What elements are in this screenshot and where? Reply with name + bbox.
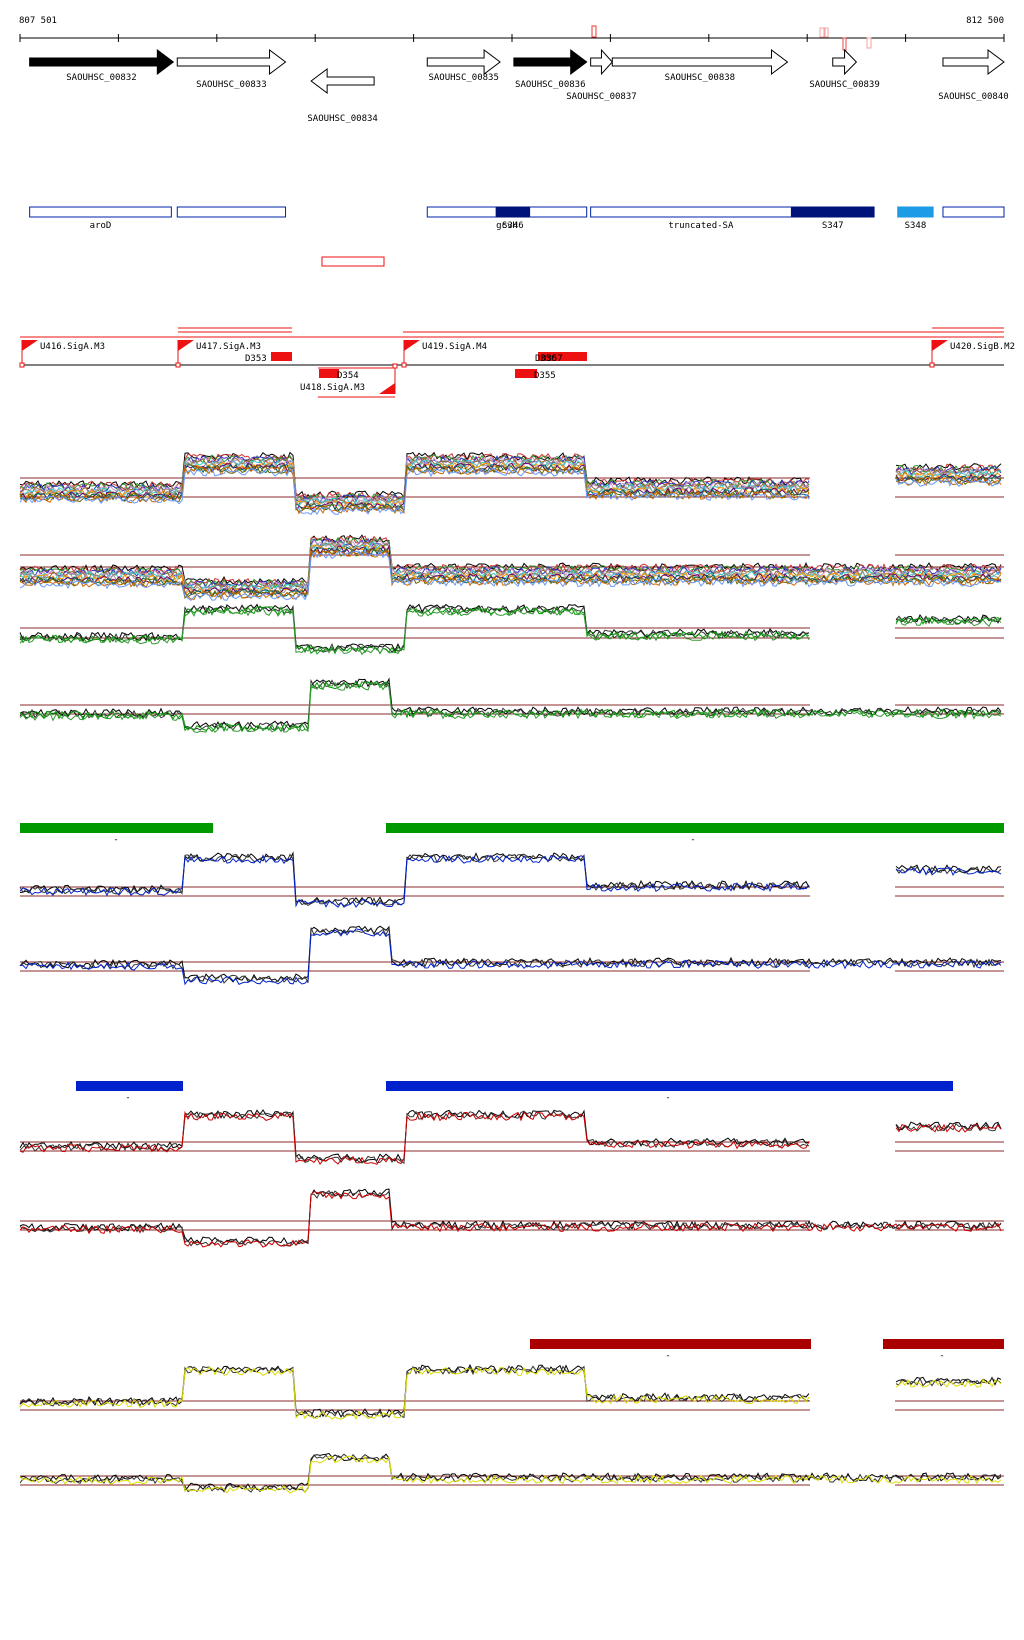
annotation-label: truncated-SA	[668, 221, 734, 231]
annotation-feature[interactable]	[942, 206, 1005, 218]
gene-label: SAOUHSC_00836	[515, 80, 585, 90]
expression-plot	[19, 1188, 1004, 1248]
condition-bar	[883, 1339, 1004, 1349]
condition-bar	[76, 1081, 183, 1091]
promoter-track: U416.SigA.M3 U417.SigA.M3 U418.SigA.M3 U419…	[19, 327, 1015, 398]
condition-label: -	[939, 1351, 944, 1361]
annotation-label: aroD	[90, 221, 112, 231]
promoter-marker[interactable]: U419.SigA.M4	[401, 340, 487, 368]
gene-feature[interactable]: SAOUHSC_00832	[29, 49, 175, 83]
coordinate-ruler: 807 501 812 500	[19, 16, 1005, 51]
condition-label: -	[665, 1351, 670, 1361]
promoter-marker[interactable]: U418.SigA.M3	[300, 363, 398, 394]
expression-plot	[19, 1452, 1004, 1494]
promoter-label: U416.SigA.M3	[40, 342, 105, 352]
promoter-marker[interactable]: U420.SigB.M2	[929, 340, 1015, 368]
annotation-feature[interactable]: aroD	[29, 206, 172, 231]
annotation-feature[interactable]: S346	[495, 206, 531, 231]
promoter-label: U418.SigA.M3	[300, 383, 365, 393]
condition-label: -	[125, 1093, 130, 1103]
antisense-feature	[321, 256, 385, 267]
condition-bar	[386, 823, 1004, 833]
condition-bar	[530, 1339, 811, 1349]
condition-bars: - - - - - -	[20, 823, 1004, 1361]
gene-label: SAOUHSC_00834	[307, 114, 377, 124]
gene-feature[interactable]: SAOUHSC_00839	[809, 48, 880, 90]
transcript-label: D357	[541, 354, 563, 364]
condition-label: -	[690, 835, 695, 845]
condition-bar	[20, 823, 213, 833]
gene-track: SAOUHSC_00832 SAOUHSC_00833 SAOUHSC_00834 S…	[29, 48, 1009, 124]
ruler-start-label: 807 501	[19, 16, 57, 26]
gene-label: SAOUHSC_00838	[665, 73, 735, 83]
gene-feature[interactable]: SAOUHSC_00833	[176, 49, 287, 90]
expression-plot	[19, 603, 1004, 656]
expression-plot	[19, 1363, 1004, 1420]
ruler-end-label: 812 500	[966, 16, 1004, 26]
annotation-label: S347	[822, 221, 844, 231]
gene-label: SAOUHSC_00833	[196, 80, 266, 90]
condition-label: -	[113, 835, 118, 845]
expression-plot	[19, 451, 1004, 516]
promoter-marker[interactable]: U416.SigA.M3	[19, 340, 105, 368]
promoter-label: U420.SigB.M2	[950, 342, 1015, 352]
expression-plot	[19, 1109, 1004, 1166]
gene-label: SAOUHSC_00837	[566, 92, 636, 102]
annotation-feature[interactable]: S347	[790, 206, 875, 231]
expression-plot	[19, 851, 1004, 908]
condition-bar	[386, 1081, 953, 1091]
gene-feature[interactable]: SAOUHSC_00836	[513, 49, 588, 90]
gene-feature[interactable]: SAOUHSC_00837	[566, 48, 637, 102]
annotation-label: S348	[905, 221, 927, 231]
transcript-label: D354	[337, 371, 359, 381]
gene-feature[interactable]: SAOUHSC_00835	[426, 49, 501, 83]
annotation-feature[interactable]	[176, 206, 287, 218]
expression-profiles	[19, 451, 1004, 1494]
gene-label: SAOUHSC_00835	[428, 73, 498, 83]
transcript-label: D353	[245, 354, 267, 364]
expression-plot	[19, 534, 1004, 601]
gene-label: SAOUHSC_00832	[66, 73, 136, 83]
promoter-marker[interactable]: U417.SigA.M3	[175, 340, 261, 368]
gene-label: SAOUHSC_00839	[809, 80, 879, 90]
transcript-label: D356	[535, 354, 557, 364]
gene-label: SAOUHSC_00840	[938, 92, 1008, 102]
annotation-feature[interactable]: truncated-SA	[590, 206, 812, 231]
expression-plot	[19, 925, 1004, 986]
gene-feature[interactable]: SAOUHSC_00838	[611, 49, 789, 83]
transcript-label: D355	[534, 371, 556, 381]
condition-label: -	[665, 1093, 670, 1103]
promoter-label: U417.SigA.M3	[196, 342, 261, 352]
gene-feature[interactable]: SAOUHSC_00840	[938, 49, 1009, 102]
annotation-label: gcvH	[496, 221, 518, 231]
annotation-label: S346	[502, 221, 524, 231]
annotation-feature[interactable]: S348	[897, 206, 934, 231]
promoter-label: U419.SigA.M4	[422, 342, 487, 352]
expression-plot	[19, 677, 1004, 734]
gene-feature[interactable]: SAOUHSC_00834	[307, 68, 378, 124]
